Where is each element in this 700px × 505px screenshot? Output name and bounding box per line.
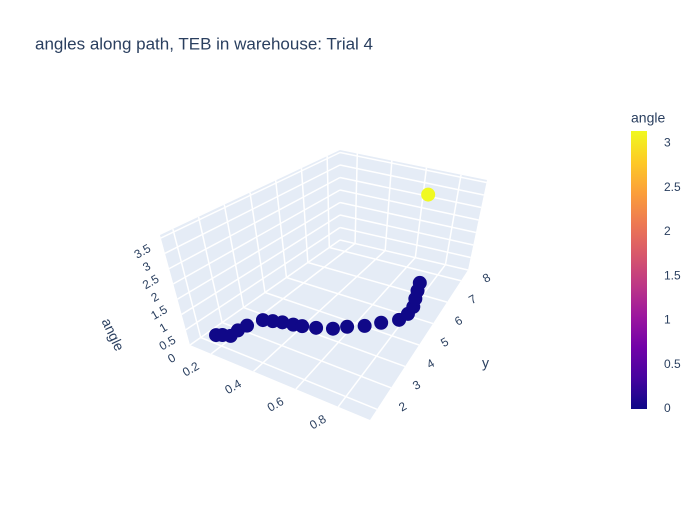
- grid-line: [339, 214, 474, 246]
- y-tick-label: 3: [410, 377, 423, 393]
- grid-line: [339, 189, 479, 221]
- colorbar-tick-label: 1.5: [664, 268, 681, 282]
- colorbar-tick-label: 3: [664, 136, 671, 150]
- grid-line: [339, 201, 477, 234]
- z-tick-label: 3: [140, 259, 153, 275]
- marker: [275, 315, 290, 330]
- y-axis-title: y: [482, 355, 489, 371]
- y-tick-label: 2: [396, 399, 409, 415]
- y-tick-label: 6: [452, 313, 465, 329]
- marker: [374, 315, 389, 330]
- colorbar-tick-label: 2.5: [664, 180, 681, 194]
- y-tick-label: 5: [438, 334, 451, 350]
- grid-line: [185, 226, 341, 331]
- x-tick-label: 0.4: [222, 376, 244, 397]
- z-tick-label: 1.5: [148, 302, 170, 323]
- colorbar: [631, 131, 647, 409]
- grid-line: [189, 239, 341, 346]
- grid-line: [221, 321, 392, 389]
- z-tick-label: 2: [149, 289, 162, 305]
- z-tick-label: 3.5: [132, 241, 154, 262]
- marker: [295, 319, 310, 334]
- grid-line: [172, 189, 341, 285]
- marker: [421, 187, 436, 202]
- grid-line: [339, 164, 484, 196]
- colorbar-tick-label: 1: [664, 313, 671, 327]
- grid-line: [329, 246, 462, 282]
- y-tick-label: 4: [424, 356, 437, 372]
- z-tick-label: 0: [165, 350, 178, 366]
- chart-title: angles along path, TEB in warehouse: Tri…: [35, 34, 373, 53]
- z-tick-label: 0.5: [157, 333, 179, 354]
- marker: [309, 320, 324, 335]
- z-axis-title: angle: [99, 316, 128, 354]
- left-wall-pane: [160, 150, 340, 345]
- grid-line: [177, 201, 341, 300]
- grid-line: [339, 176, 482, 209]
- y-tick-label: 7: [466, 292, 479, 308]
- grid-line: [164, 164, 341, 255]
- y-tick-label: 8: [480, 270, 493, 286]
- colorbar-tick-label: 0.5: [664, 357, 681, 371]
- grid-line: [307, 261, 448, 303]
- grid-line: [168, 176, 341, 270]
- colorbar-title: angle: [631, 110, 665, 126]
- grid-line: [264, 291, 420, 346]
- marker: [240, 318, 255, 333]
- z-tick-label: 1: [157, 320, 170, 336]
- grid-line: [339, 239, 469, 271]
- x-tick-label: 0.2: [180, 359, 202, 380]
- z-tick-label: 2.5: [140, 271, 162, 292]
- grid-line: [339, 151, 487, 184]
- grid-line: [181, 214, 341, 316]
- grid-line: [339, 226, 471, 259]
- marker: [325, 321, 340, 336]
- marker: [340, 319, 355, 334]
- x-tick-label: 0.8: [307, 412, 329, 433]
- grid-line: [200, 336, 378, 410]
- grid-line: [160, 151, 341, 239]
- marker: [412, 275, 427, 290]
- x-tick-label: 0.6: [265, 394, 287, 415]
- marker: [357, 318, 372, 333]
- colorbar-tick-label: 0: [664, 401, 671, 415]
- colorbar-tick-label: 2: [664, 224, 671, 238]
